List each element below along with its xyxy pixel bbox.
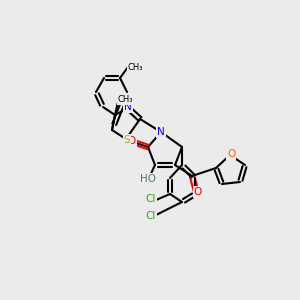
Text: CH₃: CH₃	[127, 62, 143, 71]
Text: CH₃: CH₃	[117, 95, 133, 104]
Text: O: O	[194, 187, 202, 197]
Text: N: N	[157, 127, 165, 137]
Text: HO: HO	[140, 174, 156, 184]
Text: Cl: Cl	[146, 194, 156, 204]
Text: Cl: Cl	[146, 211, 156, 221]
Text: O: O	[227, 149, 235, 159]
Text: N: N	[124, 102, 132, 112]
Text: S: S	[124, 135, 130, 145]
Text: O: O	[128, 136, 136, 146]
